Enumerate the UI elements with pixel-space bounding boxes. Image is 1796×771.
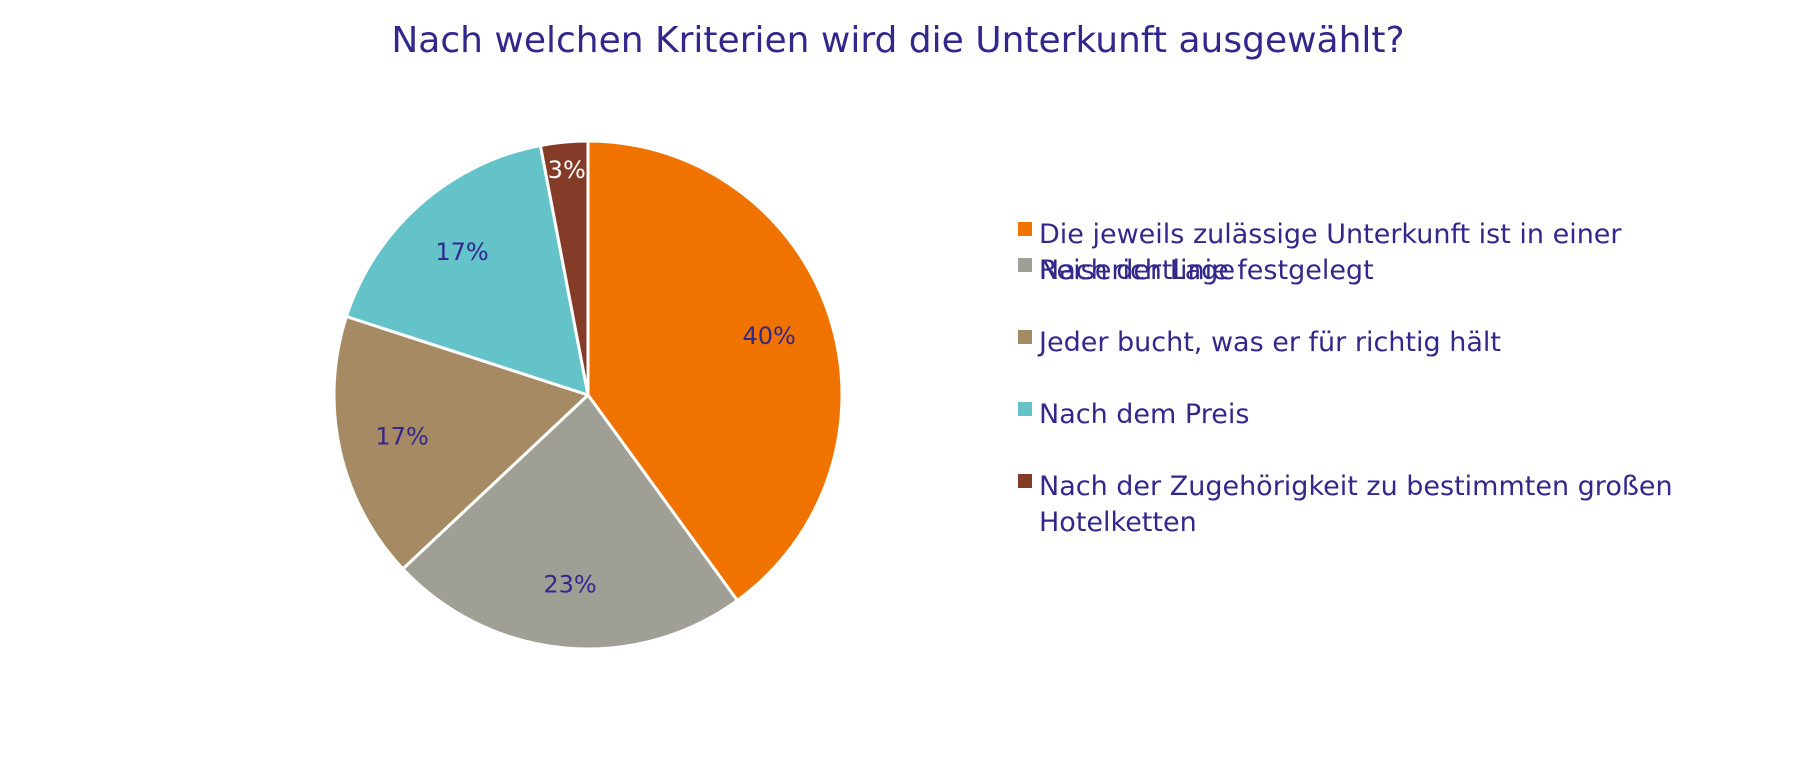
pie-slice-2 [401,393,739,651]
legend-swatch-4 [1018,402,1032,416]
data-label-2: 23% [543,571,596,599]
legend-item-2: Nach der Lage [1018,255,1235,286]
pie-slice-4 [344,143,590,397]
data-label-4: 17% [435,238,488,266]
legend-label-5-line-1: Nach der Zugehörigkeit zu bestimmten gro… [1039,471,1673,502]
legend-item-1: Die jeweils zulässige Unterkunft ist in … [1018,219,1622,286]
legend-item-3: Jeder bucht, was er für richtig hält [1018,327,1501,358]
legend-label-1-line-1: Die jeweils zulässige Unterkunft ist in … [1039,219,1622,250]
legend-item-5: Nach der Zugehörigkeit zu bestimmten gro… [1018,471,1673,538]
legend-item-4: Nach dem Preis [1018,399,1249,430]
legend-label-2-line-1: Nach der Lage [1039,255,1235,286]
legend-swatch-3 [1018,330,1032,344]
data-label-3: 17% [375,423,428,451]
legend-label-1-line-2: Reiserichtlinie festgelegt [1039,255,1374,286]
pie-slice-3 [332,315,590,571]
data-label-5: 3% [548,156,586,184]
legend-label-4-line-1: Nach dem Preis [1039,399,1249,430]
data-label-1: 40% [743,322,796,350]
legend-swatch-1 [1018,222,1032,236]
legend-swatch-5 [1018,474,1032,488]
pie-slice-5 [538,139,590,397]
pie-data-labels: 40% 23% 17% 17% 3% [375,156,795,599]
pie-slice-1 [586,139,844,602]
legend-label-5-line-2: Hotelketten [1039,507,1197,538]
legend-label-3-line-1: Jeder bucht, was er für richtig hält [1037,327,1501,358]
chart-title: Nach welchen Kriterien wird die Unterkun… [391,20,1404,61]
legend: Die jeweils zulässige Unterkunft ist in … [1018,219,1673,538]
pie-slices [332,139,844,651]
legend-swatch-2 [1018,258,1032,272]
